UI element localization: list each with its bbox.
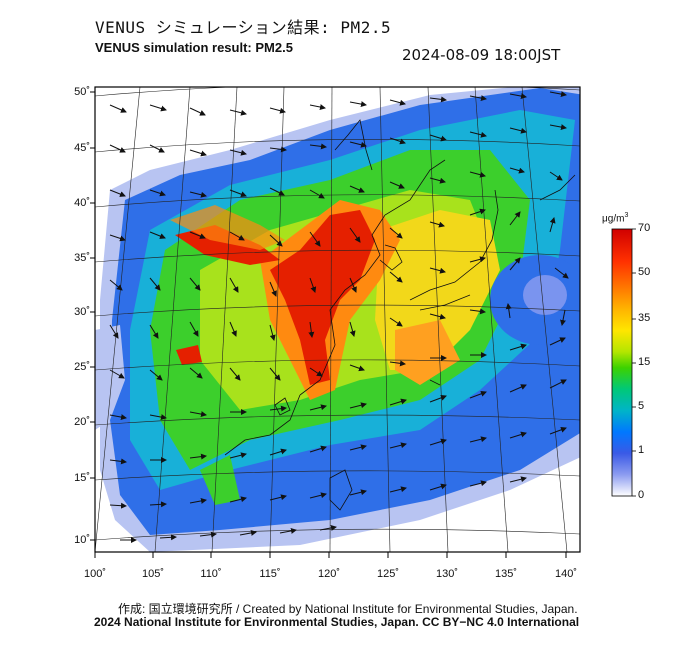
concentration-field	[95, 87, 580, 552]
lat-label: 30˚	[74, 306, 90, 318]
colorbar-ticks	[632, 228, 636, 497]
colorbar-tick-label: 0	[638, 489, 645, 501]
colorbar-tick-label: 5	[638, 400, 645, 412]
page-title-en: VENUS simulation result: PM2.5	[95, 40, 293, 55]
graticule	[95, 87, 580, 552]
lat-label: 50˚	[74, 86, 90, 98]
frame-ticks	[90, 91, 567, 558]
wind-vectors	[109, 91, 569, 543]
lon-label: 110˚	[200, 568, 222, 580]
colorbar-tick-label: 70	[638, 222, 651, 234]
page-title-jp: VENUS シミュレーション結果: PM2.5	[95, 18, 392, 37]
colorbar-tick-label: 35	[638, 312, 651, 324]
colorbar	[611, 228, 633, 497]
copyright-line: 2024 National Institute for Environmenta…	[94, 615, 580, 629]
credit-line: 作成: 国立環境研究所 / Created by National Instit…	[118, 602, 578, 616]
lon-label: 105˚	[141, 568, 165, 580]
map-frame	[94, 86, 581, 553]
lon-label: 100˚	[83, 568, 107, 580]
lon-label: 120˚	[317, 568, 341, 580]
lat-label: 10˚	[74, 534, 90, 546]
colorbar-tick-label: 15	[638, 356, 651, 368]
lat-label: 45˚	[74, 142, 90, 154]
lat-label: 35˚	[74, 252, 90, 264]
lat-label: 25˚	[74, 361, 90, 373]
colorbar-unit: μg/m3	[602, 212, 629, 225]
lat-label: 15˚	[74, 472, 90, 484]
lon-label: 125˚	[376, 568, 400, 580]
lon-label: 135˚	[494, 568, 518, 580]
lon-label: 140˚	[554, 568, 578, 580]
lon-label: 115˚	[259, 568, 281, 580]
timestamp: 2024-08-09 18:00JST	[402, 46, 561, 64]
colorbar-tick-label: 50	[638, 266, 651, 278]
lat-label: 20˚	[74, 416, 90, 428]
colorbar-tick-label: 1	[638, 444, 645, 456]
lat-label: 40˚	[74, 197, 90, 209]
lon-label: 130˚	[435, 568, 459, 580]
